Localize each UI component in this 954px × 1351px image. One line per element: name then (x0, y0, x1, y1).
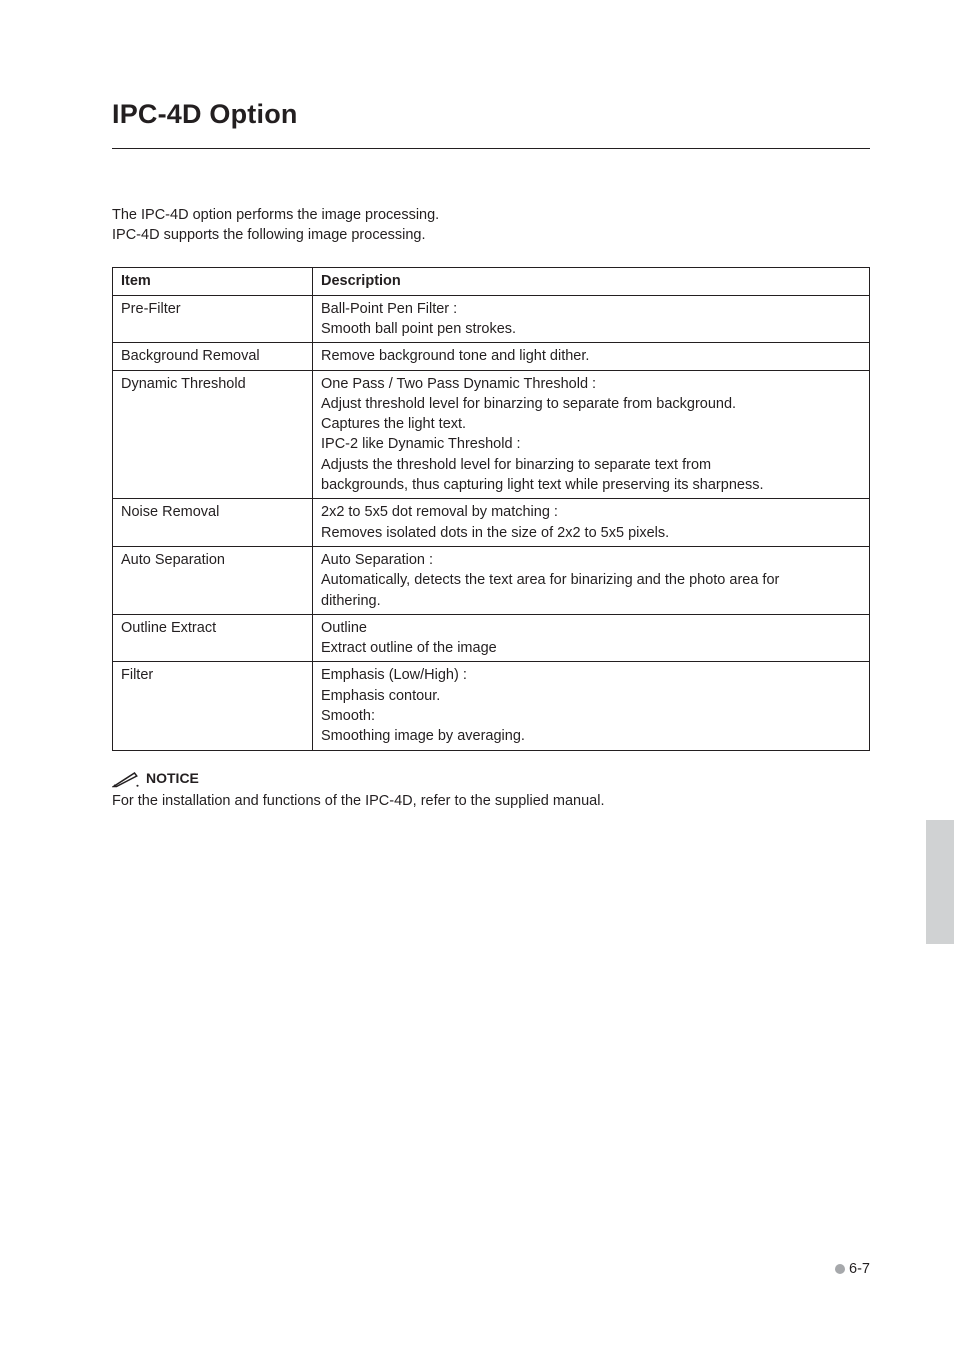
cell-item: Outline Extract (113, 614, 313, 662)
table-row: Pre-Filter Ball-Point Pen Filter : Smoot… (113, 295, 870, 343)
desc-line: Emphasis (Low/High) : (321, 665, 861, 685)
page-title: IPC-4D Option (112, 96, 870, 134)
desc-line: Auto Separation : (321, 550, 861, 570)
bullet-icon (835, 1264, 845, 1274)
options-table: Item Description Pre-Filter Ball-Point P… (112, 267, 870, 750)
desc-line: backgrounds, thus capturing light text w… (321, 475, 861, 495)
notice-block: NOTICE For the installation and function… (112, 769, 870, 811)
desc-line: dithering. (321, 591, 861, 611)
cell-description: Emphasis (Low/High) : Emphasis contour. … (313, 662, 870, 750)
table-row: Auto Separation Auto Separation : Automa… (113, 546, 870, 614)
notice-text: For the installation and functions of th… (112, 791, 870, 811)
desc-line: One Pass / Two Pass Dynamic Threshold : (321, 374, 861, 394)
cell-item: Auto Separation (113, 546, 313, 614)
desc-line: Smoothing image by averaging. (321, 726, 861, 746)
table-row: Noise Removal 2x2 to 5x5 dot removal by … (113, 499, 870, 547)
intro-line: The IPC-4D option performs the image pro… (112, 205, 870, 225)
page-footer: 6-7 (835, 1259, 870, 1279)
cell-description: Auto Separation : Automatically, detects… (313, 546, 870, 614)
desc-line: Adjusts the threshold level for binarzin… (321, 455, 861, 475)
notice-label: NOTICE (146, 769, 199, 789)
desc-line: 2x2 to 5x5 dot removal by matching : (321, 502, 861, 522)
table-row: Filter Emphasis (Low/High) : Emphasis co… (113, 662, 870, 750)
pencil-icon (112, 769, 142, 789)
desc-line: Removes isolated dots in the size of 2x2… (321, 523, 861, 543)
desc-line: Captures the light text. (321, 414, 861, 434)
cell-item: Filter (113, 662, 313, 750)
intro-paragraph: The IPC-4D option performs the image pro… (112, 205, 870, 246)
table-row: Background Removal Remove background ton… (113, 343, 870, 370)
table-row: Outline Extract Outline Extract outline … (113, 614, 870, 662)
cell-item: Pre-Filter (113, 295, 313, 343)
desc-line: Outline (321, 618, 861, 638)
cell-description: Remove background tone and light dither. (313, 343, 870, 370)
cell-description: Outline Extract outline of the image (313, 614, 870, 662)
desc-line: Emphasis contour. (321, 686, 861, 706)
table-header-row: Item Description (113, 268, 870, 295)
table-row: Dynamic Threshold One Pass / Two Pass Dy… (113, 370, 870, 499)
page-number: 6-7 (849, 1259, 870, 1279)
cell-description: One Pass / Two Pass Dynamic Threshold : … (313, 370, 870, 499)
cell-description: Ball-Point Pen Filter : Smooth ball poin… (313, 295, 870, 343)
desc-line: Remove background tone and light dither. (321, 346, 861, 366)
notice-header: NOTICE (112, 769, 870, 789)
title-rule (112, 148, 870, 149)
side-tab (926, 820, 954, 944)
desc-line: Extract outline of the image (321, 638, 861, 658)
desc-line: Automatically, detects the text area for… (321, 570, 861, 590)
page-content: IPC-4D Option The IPC-4D option performs… (0, 0, 954, 811)
cell-item: Background Removal (113, 343, 313, 370)
cell-item: Noise Removal (113, 499, 313, 547)
desc-line: Adjust threshold level for binarzing to … (321, 394, 861, 414)
header-description: Description (313, 268, 870, 295)
desc-line: Smooth: (321, 706, 861, 726)
cell-description: 2x2 to 5x5 dot removal by matching : Rem… (313, 499, 870, 547)
desc-line: Smooth ball point pen strokes. (321, 319, 861, 339)
desc-line: Ball-Point Pen Filter : (321, 299, 861, 319)
desc-line: IPC-2 like Dynamic Threshold : (321, 434, 861, 454)
intro-line: IPC-4D supports the following image proc… (112, 225, 870, 245)
header-item: Item (113, 268, 313, 295)
cell-item: Dynamic Threshold (113, 370, 313, 499)
